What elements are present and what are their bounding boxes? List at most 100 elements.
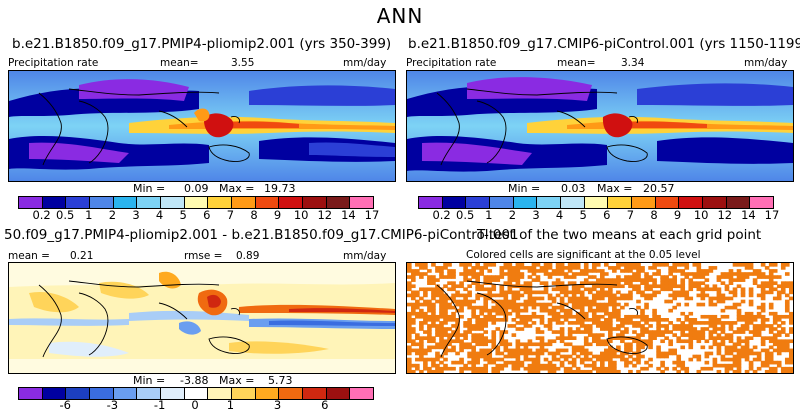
ttest-cell [587,324,593,328]
ttest-cell [415,348,420,353]
ttest-cell [676,354,682,359]
ttest-cell [768,275,774,279]
ttest-cell [668,284,673,289]
ttest-cell [431,281,436,285]
ttest-cell [515,308,521,313]
ttest-cell [555,336,561,340]
ttest-cell [680,360,686,365]
ttest-cell [539,366,545,371]
ttest-cell [768,366,774,371]
ttest-cell [708,330,714,334]
ttest-cell [676,293,682,298]
ttest-cell [624,345,629,350]
ttest-cell [600,357,605,362]
ttest-cell [688,330,694,334]
ttest-cell [776,296,782,301]
ttest-cell [575,314,581,319]
ttest-cell [604,321,609,325]
ttest-cell [519,351,525,356]
ttest-cell [411,302,416,307]
ttest-cell [583,351,589,356]
ttest-cell [527,318,533,322]
ttest-cell [427,348,432,353]
ttest-cell [600,351,605,356]
ttest-cell [656,366,661,371]
ttest-cell [664,327,669,331]
ttest-cell [471,327,476,331]
ttest-cell [772,296,778,301]
ttest-cell [455,299,460,304]
panel3-rmse-label: rmse = [184,250,223,262]
ttest-cell [411,278,416,282]
ttest-cell [419,272,424,276]
colorbar-cell [679,197,704,208]
ttest-cell [696,333,702,337]
ttest-cell [784,284,790,289]
ttest-cell [503,339,509,344]
ttest-cell [555,281,561,285]
ttest-cell [736,363,742,368]
ttest-cell [600,290,605,295]
ttest-cell [475,369,480,373]
ttest-cell [664,275,669,279]
ttest-cell [431,357,436,362]
ttest-cell [604,272,609,276]
ttest-cell [760,314,766,319]
ttest-cell [463,263,468,267]
ttest-cell [591,284,597,289]
ttest-cell [664,354,669,359]
ttest-cell [664,318,669,322]
ttest-cell [728,305,734,310]
ttest-cell [523,266,529,270]
ttest-cell [451,339,456,344]
ttest-cell [744,275,750,279]
ttest-cell [459,284,464,289]
ttest-cell [439,266,444,270]
ttest-cell [652,314,657,319]
ttest-cell [475,357,480,362]
colorbar-cell [66,388,91,399]
ttest-cell [608,284,613,289]
ttest-cell [608,330,613,334]
ttest-cell [640,342,645,347]
ttest-cell [443,333,448,337]
ttest-cell [756,351,762,356]
ttest-cell [624,336,629,340]
ttest-cell [644,321,649,325]
ttest-cell [459,348,464,353]
ttest-cell [515,296,521,301]
ttest-cell [656,330,661,334]
ttest-cell [471,281,476,285]
ttest-cell [624,293,629,298]
ttest-cell [515,266,521,270]
ttest-cell [515,345,521,350]
ttest-cell [527,339,533,344]
ttest-cell [700,281,706,285]
ttest-cell [479,266,484,270]
ttest-cell [672,360,677,365]
ttest-cell [407,336,412,340]
ttest-cell [423,314,428,319]
ttest-cell [591,333,597,337]
ttest-cell [535,263,541,267]
ttest-cell [728,336,734,340]
ttest-cell [784,342,790,347]
ttest-cell [680,324,686,328]
ttest-cell [624,296,629,301]
ttest-cell [495,318,501,322]
ttest-cell [728,275,734,279]
colorbar-cell [303,388,327,399]
ttest-cell [704,360,710,365]
ttest-cell [644,281,649,285]
ttest-cell [740,293,746,298]
ttest-cell [579,311,585,316]
ttest-cell [748,287,754,292]
colorbar-cell [350,197,374,208]
ttest-cell [507,299,513,304]
ttest-cell [700,336,706,340]
ttest-cell [571,305,577,310]
ttest-cell [692,318,698,322]
ttest-cell [531,321,537,325]
ttest-cell [431,308,436,313]
ttest-cell [487,290,493,295]
